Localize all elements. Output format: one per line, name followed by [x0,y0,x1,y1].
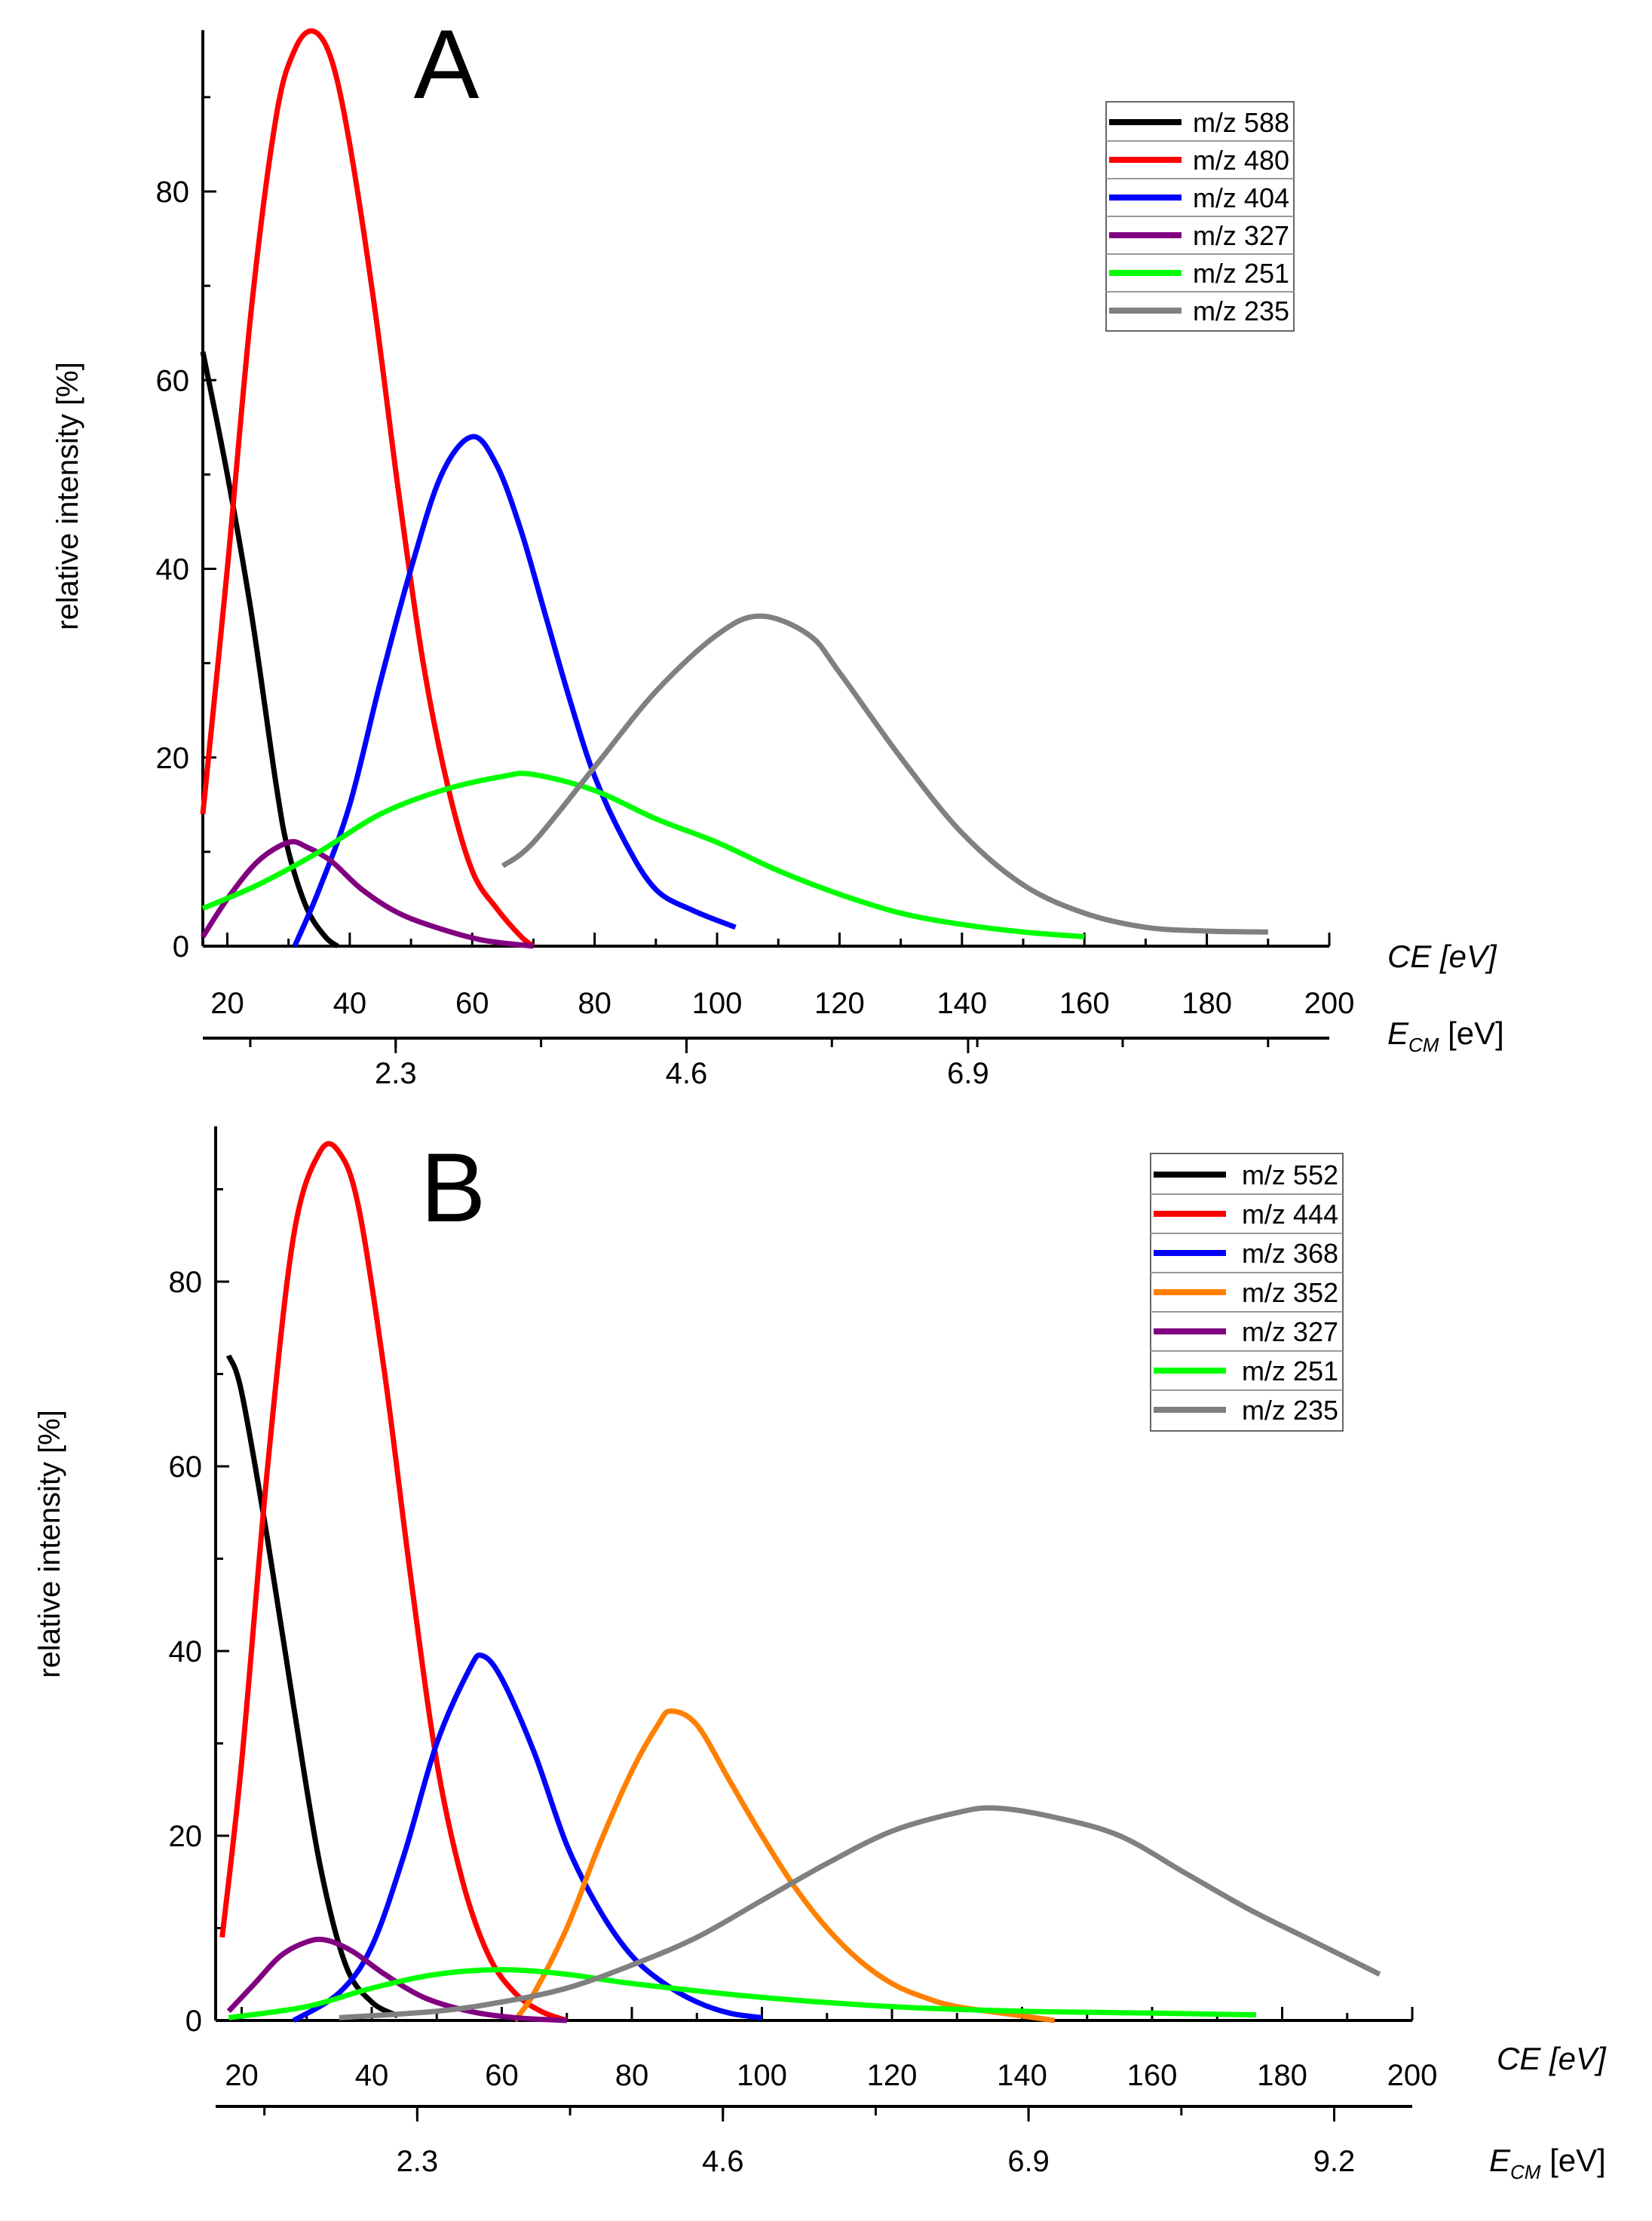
x-tick-label: 60 [485,2059,519,2092]
legend-entry: m/z 327 [1193,220,1289,251]
ecm-tick-label: 2.3 [397,2145,439,2178]
series-line-m-z-251 [228,1967,1257,2020]
x-tick-label: 100 [692,987,743,1020]
panel-letter: A [414,9,480,119]
legend-entry: m/z 352 [1242,1277,1338,1308]
x-tick-label: 100 [737,2059,787,2092]
ecm-tick-label: 4.6 [666,1057,708,1090]
ecm-axis-label: ECM [eV] [1489,2143,1606,2183]
x-tick-label: 60 [455,987,489,1020]
x-tick-label: 20 [225,2059,259,2092]
y-axis-label: relative intensity [%] [51,362,84,630]
series-line-m-z-444 [219,1141,568,2023]
legend-entry: m/z 235 [1242,1395,1338,1426]
x-tick-label: 80 [578,987,611,1020]
legend-entry: m/z 588 [1193,107,1289,138]
x-tick-label: 200 [1304,987,1355,1020]
legend-entry: m/z 480 [1193,145,1289,176]
series-line-m-z-235 [501,613,1268,935]
legend-entry: m/z 251 [1193,258,1289,289]
x-tick-label: 120 [867,2059,918,2092]
x-tick-label: 160 [1059,987,1110,1020]
series-line-m-z-552 [225,1354,400,2019]
series-line-m-z-251 [201,770,1085,939]
ecm-label-sub: CM [1510,2161,1541,2183]
y-tick-label: 0 [185,2005,202,2038]
series-line-m-z-327 [226,1936,567,2023]
y-tick-label: 20 [169,1820,203,1853]
ecm-label-main: E [1387,1016,1409,1051]
legend-entry: m/z 327 [1242,1316,1338,1347]
ecm-label-unit: [eV] [1439,1016,1503,1051]
series-line-m-z-327 [201,838,534,949]
x-tick-label: 180 [1257,2059,1307,2092]
y-tick-label: 60 [156,364,190,397]
y-axis-label: relative intensity [%] [33,1410,66,1678]
y-tick-label: 80 [169,1266,203,1299]
x-tick-label: 120 [814,987,865,1020]
legend-entry: m/z 552 [1242,1160,1338,1190]
x-tick-label: 140 [936,987,987,1020]
ecm-tick-label: 9.2 [1313,2145,1356,2178]
x-axis-label: CE [eV] [1497,2041,1607,2076]
ecm-label-main: E [1489,2143,1511,2178]
legend-entry: m/z 235 [1193,296,1289,326]
panel-a: 0 20 40 60 80 20 40 60 80 100 120 140 160 180 200 2.3 4.… [51,9,1504,1090]
legend: m/z 552 m/z 444 m/z 368 m/z 352 m/z 327 m/z 2… [1150,1153,1344,1432]
series-line-m-z-480 [200,28,535,948]
legend-entry: m/z 251 [1242,1356,1338,1386]
ecm-tick-label: 4.6 [702,2145,744,2178]
legend-entry: m/z 404 [1193,182,1289,213]
panel-letter: B [421,1132,486,1242]
y-tick-label: 0 [173,930,189,963]
x-tick-label: 40 [333,987,367,1020]
x-tick-label: 80 [615,2059,649,2092]
ecm-tick-label: 6.9 [947,1057,989,1090]
series-line-m-z-352 [512,1708,1056,2023]
x-tick-label: 160 [1127,2059,1178,2092]
x-tick-label: 20 [210,987,244,1020]
y-tick-label: 20 [156,742,190,775]
legend-entry: m/z 444 [1242,1199,1338,1230]
y-tick-label: 40 [156,553,190,587]
series-line-m-z-404 [292,433,737,948]
x-tick-label: 140 [997,2059,1047,2092]
series-line-m-z-235 [339,1805,1381,2020]
y-tick-label: 60 [169,1451,203,1484]
ecm-label-sub: CM [1408,1034,1439,1056]
ecm-label-unit: [eV] [1540,2143,1605,2178]
series-line-m-z-588 [200,351,339,948]
legend-entry: m/z 368 [1242,1238,1338,1269]
panel-b: 0 20 40 60 80 20 40 60 80 100 120 140 160 180 200 2.3 4.… [33,1126,1607,2183]
x-axis-label: CE [eV] [1387,939,1497,974]
ecm-axis-label: ECM [eV] [1387,1016,1504,1056]
x-tick-label: 40 [355,2059,389,2092]
y-tick-label: 80 [156,176,190,209]
x-tick-label: 180 [1182,987,1232,1020]
series-line-m-z-368 [292,1652,762,2023]
legend: m/z 588 m/z 480 m/z 404 m/z 327 m/z 251 m/z 2… [1105,101,1295,332]
y-tick-label: 40 [169,1635,203,1668]
ecm-tick-label: 2.3 [375,1057,417,1090]
x-tick-label: 200 [1387,2059,1438,2092]
ecm-tick-label: 6.9 [1007,2145,1050,2178]
